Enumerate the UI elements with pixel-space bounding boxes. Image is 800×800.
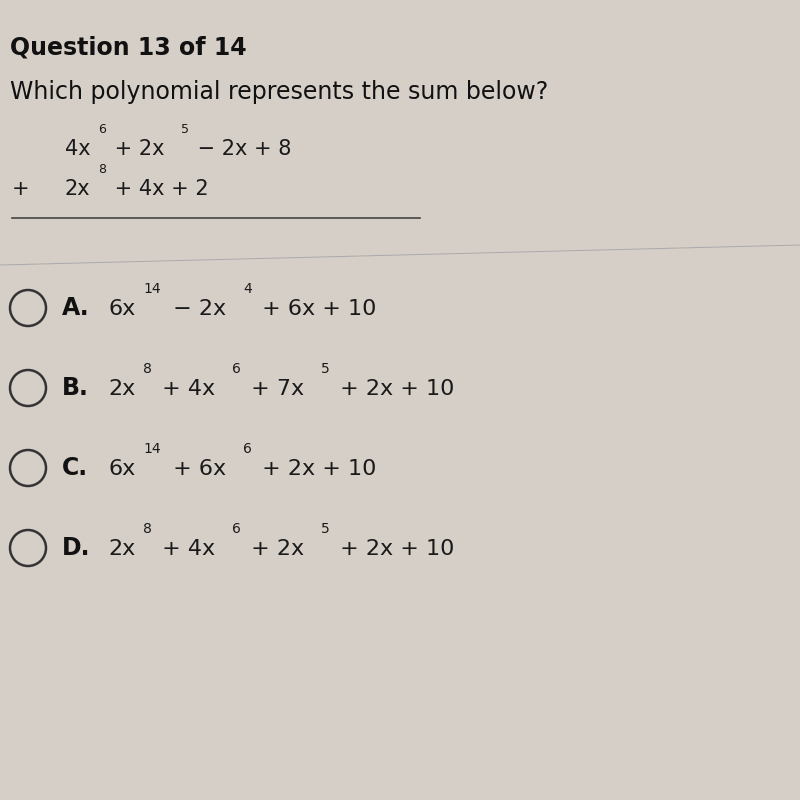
Text: 8: 8: [143, 522, 152, 536]
Text: 6: 6: [232, 522, 241, 536]
Text: + 4x: + 4x: [154, 379, 214, 399]
Text: 8: 8: [143, 362, 152, 376]
Text: − 2x: − 2x: [166, 299, 226, 319]
Text: + 2x: + 2x: [108, 139, 165, 159]
Text: 2x: 2x: [108, 539, 135, 559]
Text: 4: 4: [243, 282, 252, 296]
Text: B.: B.: [62, 376, 89, 400]
Text: + 2x: + 2x: [244, 539, 304, 559]
Text: Question 13 of 14: Question 13 of 14: [10, 35, 246, 59]
Text: 2x: 2x: [65, 179, 90, 199]
Text: + 6x: + 6x: [166, 459, 226, 479]
Text: Which polynomial represents the sum below?: Which polynomial represents the sum belo…: [10, 80, 548, 104]
Text: + 6x + 10: + 6x + 10: [254, 299, 376, 319]
Text: D.: D.: [62, 536, 90, 560]
Text: + 2x + 10: + 2x + 10: [333, 379, 454, 399]
Text: 6x: 6x: [108, 299, 135, 319]
Text: C.: C.: [62, 456, 88, 480]
Text: 14: 14: [143, 282, 161, 296]
Text: + 2x + 10: + 2x + 10: [333, 539, 454, 559]
Text: 14: 14: [143, 442, 161, 456]
Text: 6: 6: [98, 123, 106, 136]
Text: 6: 6: [232, 362, 241, 376]
Text: 5: 5: [181, 123, 189, 136]
Text: 8: 8: [98, 163, 106, 176]
Text: 4x: 4x: [65, 139, 90, 159]
Text: 6: 6: [243, 442, 252, 456]
Text: + 4x + 2: + 4x + 2: [108, 179, 209, 199]
Text: + 2x + 10: + 2x + 10: [255, 459, 376, 479]
Text: 5: 5: [322, 522, 330, 536]
Text: +: +: [12, 179, 30, 199]
Text: 2x: 2x: [108, 379, 135, 399]
Text: A.: A.: [62, 296, 90, 320]
Text: + 7x: + 7x: [244, 379, 304, 399]
Text: + 4x: + 4x: [154, 539, 214, 559]
Text: 6x: 6x: [108, 459, 135, 479]
Text: 5: 5: [322, 362, 330, 376]
Text: − 2x + 8: − 2x + 8: [191, 139, 292, 159]
